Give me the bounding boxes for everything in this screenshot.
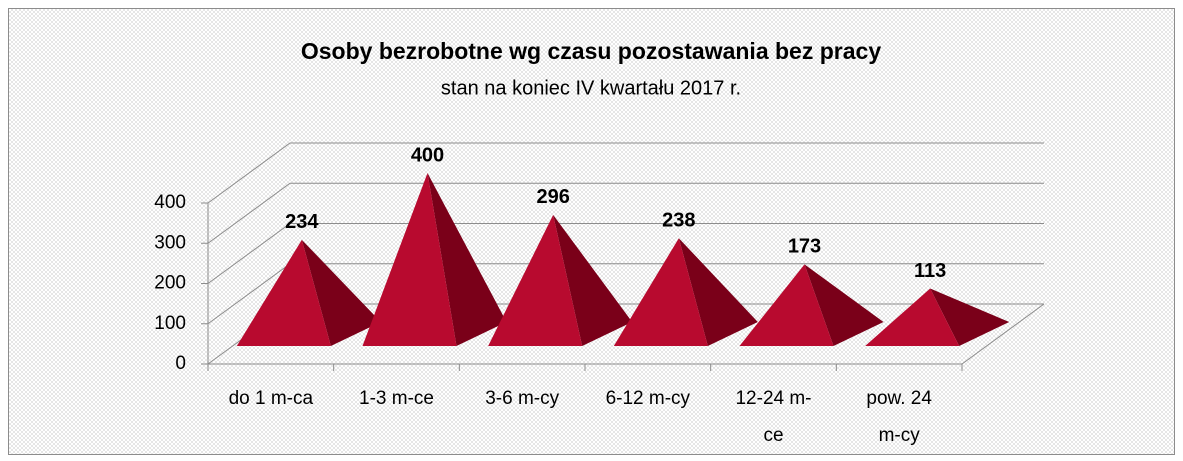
grid-line — [207, 223, 1044, 284]
y-tick-label: 100 — [154, 313, 186, 334]
chart-title: Osoby bezrobotne wg czasu pozostawania b… — [301, 38, 881, 64]
data-label: 173 — [788, 236, 821, 258]
pyramid-front — [236, 239, 331, 346]
pyramid — [613, 238, 758, 346]
pyramid-side — [678, 238, 758, 346]
x-tick-label: 3-6 m-cy — [485, 388, 560, 409]
pyramid-front — [362, 173, 457, 346]
pyramid-side — [553, 214, 633, 346]
chart-subtitle: stan na koniec IV kwartału 2017 r. — [441, 77, 741, 99]
data-label: 234 — [285, 211, 319, 233]
pyramid-front — [739, 264, 834, 346]
pyramid — [236, 239, 381, 346]
x-tick-label: 1-3 m-ce — [359, 388, 434, 409]
x-tick-label: pow. 24 m-cy — [866, 388, 932, 446]
pyramid-front — [488, 214, 583, 346]
data-label: 238 — [662, 209, 695, 231]
y-tick-label: 0 — [175, 353, 186, 374]
x-tick-label: 6-12 m-cy — [605, 388, 691, 409]
x-tick-label: do 1 m-ca — [228, 388, 314, 409]
data-label: 113 — [914, 260, 946, 282]
pyramid — [865, 288, 1010, 346]
pyramid — [362, 173, 507, 346]
grid-line — [207, 182, 1044, 244]
y-tick-label: 200 — [154, 273, 186, 294]
pyramid-side — [427, 173, 507, 346]
grid-line — [207, 142, 1044, 204]
data-label: 400 — [411, 144, 444, 166]
pyramid — [739, 264, 884, 346]
x-tick-label: 12-24 m-ce — [735, 388, 812, 446]
data-label: 296 — [536, 186, 569, 208]
pyramid-side — [301, 239, 381, 346]
pyramid-side — [804, 264, 884, 346]
y-tick-label: 300 — [154, 232, 186, 253]
pyramid-side — [930, 288, 1010, 346]
chart-area — [8, 8, 1175, 455]
floor-edge — [961, 303, 1045, 365]
pyramid-front — [865, 288, 960, 346]
y-tick-label: 400 — [154, 192, 186, 213]
pyramid-front — [613, 238, 708, 346]
pyramid — [488, 214, 633, 346]
